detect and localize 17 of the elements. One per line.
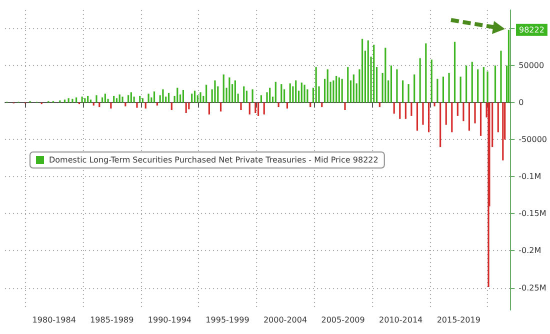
x-tick-label: 1980-1984 xyxy=(32,316,76,324)
annotation: 98222 xyxy=(519,25,544,34)
y-tick-label: -50000 xyxy=(518,135,548,144)
y-tick-label: -0.2M xyxy=(518,246,542,256)
x-tick-label: 2010-2014 xyxy=(379,316,423,324)
x-tick-label: 2015-2019 xyxy=(436,316,480,324)
y-tick-label: -0.25M xyxy=(518,283,546,292)
y-tick-label: -0.1M xyxy=(518,172,542,182)
y-tick-label: -0.15M xyxy=(518,209,546,218)
x-tick-label: 1990-1994 xyxy=(148,316,192,324)
x-tick-label: 2000-2004 xyxy=(263,316,308,324)
x-tick-label: 1985-1989 xyxy=(90,316,134,324)
legend-label: Domestic Long-Term Securities Purchased Net Private Treasuries - Mid Price 98222 xyxy=(49,156,378,164)
y-tick-label: 0 xyxy=(518,98,524,108)
y-tick-label: 50000 xyxy=(518,61,544,70)
x-tick-label: 1995-1999 xyxy=(206,316,250,324)
x-tick-label: 2005-2009 xyxy=(321,316,365,324)
